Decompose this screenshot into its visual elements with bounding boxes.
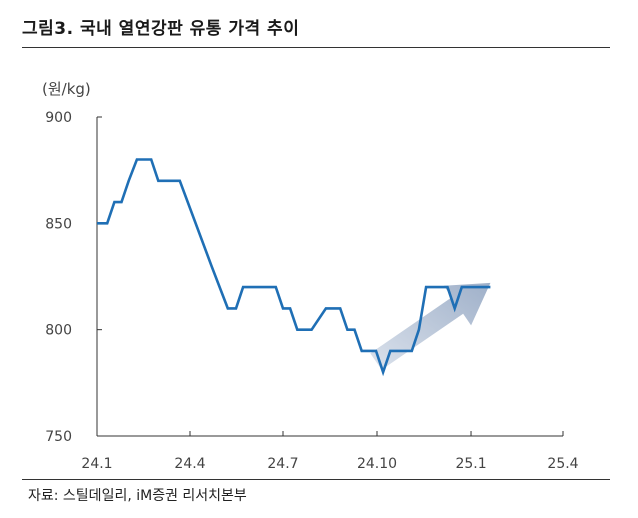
- x-tick-label: 24.7: [267, 456, 298, 472]
- chart-title: 그림3. 국내 열연강판 유통 가격 추이: [22, 19, 300, 39]
- footer-rule: [22, 479, 610, 480]
- trend-arrow: [370, 282, 491, 370]
- price-series-line: [97, 158, 491, 377]
- x-tick-label: 24.4: [174, 456, 205, 472]
- x-tick-label: 24.10: [357, 456, 397, 472]
- y-tick-label: 900: [45, 110, 72, 126]
- y-tick-label: 800: [45, 323, 72, 339]
- source-note: 자료: 스틸데일리, iM증권 리서치본부: [28, 488, 247, 504]
- title-underline: [22, 47, 610, 48]
- y-tick-label: 850: [45, 216, 72, 232]
- x-tick-label: 24.1: [81, 456, 112, 472]
- x-tick-label: 25.4: [547, 456, 578, 472]
- x-tick-label: 25.1: [455, 456, 486, 472]
- y-unit-label: (원/kg): [42, 80, 91, 98]
- y-tick-label: 750: [45, 429, 72, 445]
